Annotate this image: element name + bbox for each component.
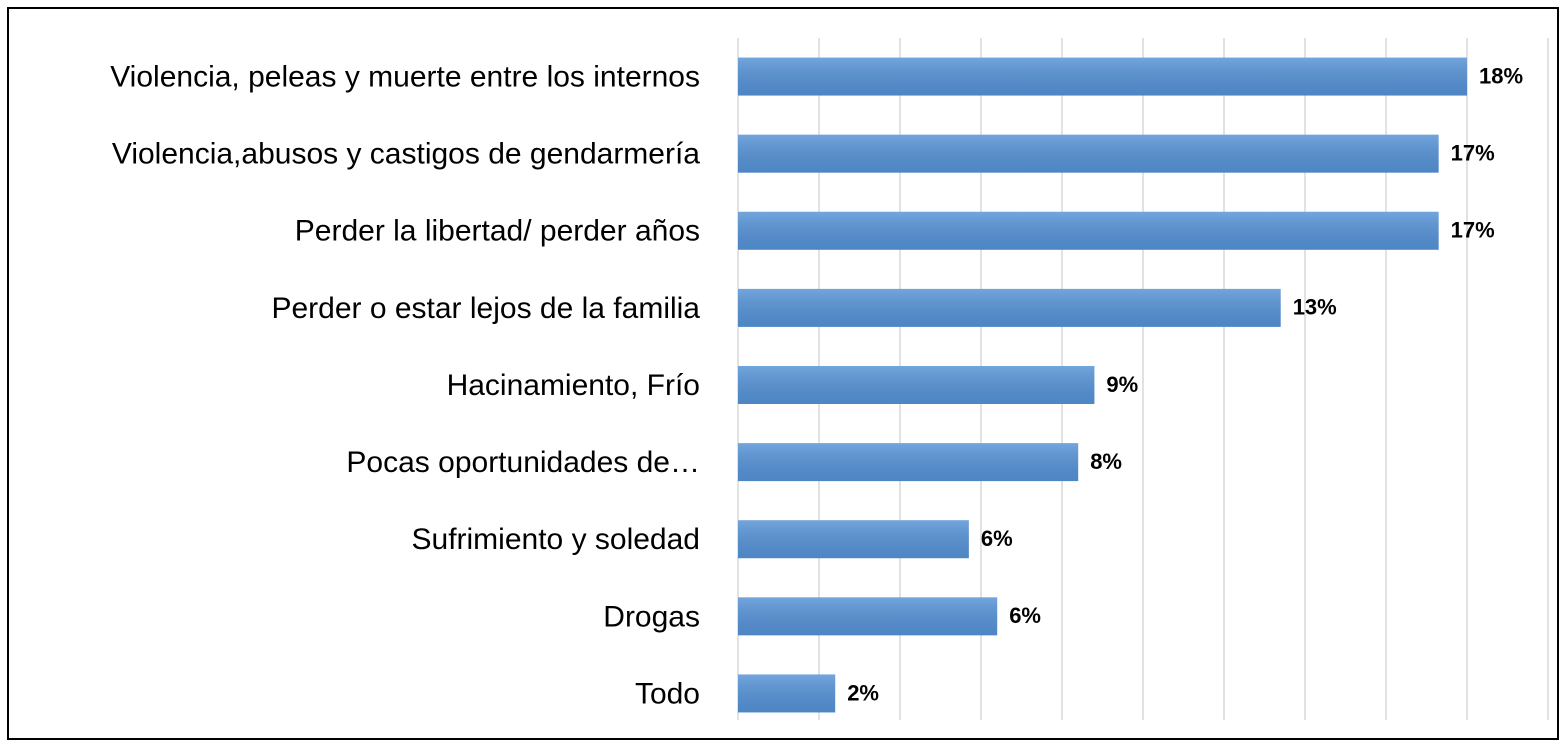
- category-label: Violencia,abusos y castigos de gendarmer…: [112, 138, 700, 171]
- data-label: 2%: [847, 680, 879, 705]
- data-label: 13%: [1293, 295, 1337, 320]
- data-label: 6%: [1009, 603, 1041, 628]
- data-label: 18%: [1479, 63, 1523, 88]
- category-label: Perder la libertad/ perder años: [295, 215, 700, 248]
- category-label: Sufrimiento y soledad: [412, 523, 701, 556]
- data-label: 8%: [1090, 449, 1122, 474]
- data-label: 17%: [1451, 140, 1495, 165]
- data-label: 6%: [981, 526, 1013, 551]
- category-label: Perder o estar lejos de la familia: [271, 292, 700, 325]
- category-label: Drogas: [603, 600, 700, 633]
- category-label: Hacinamiento, Frío: [447, 369, 700, 402]
- bar: [738, 674, 836, 713]
- category-label: Violencia, peleas y muerte entre los int…: [110, 60, 700, 93]
- data-label: 17%: [1451, 218, 1495, 243]
- bar: [738, 211, 1439, 250]
- bar: [738, 520, 969, 559]
- bar: [738, 288, 1281, 327]
- bar: [738, 366, 1095, 404]
- data-label: 9%: [1106, 372, 1138, 397]
- bar: [738, 134, 1439, 173]
- category-label: Pocas oportunidades de…: [346, 446, 700, 479]
- bar: [738, 57, 1467, 96]
- category-label: Todo: [635, 677, 700, 710]
- bar: [738, 443, 1079, 482]
- bar: [738, 597, 998, 636]
